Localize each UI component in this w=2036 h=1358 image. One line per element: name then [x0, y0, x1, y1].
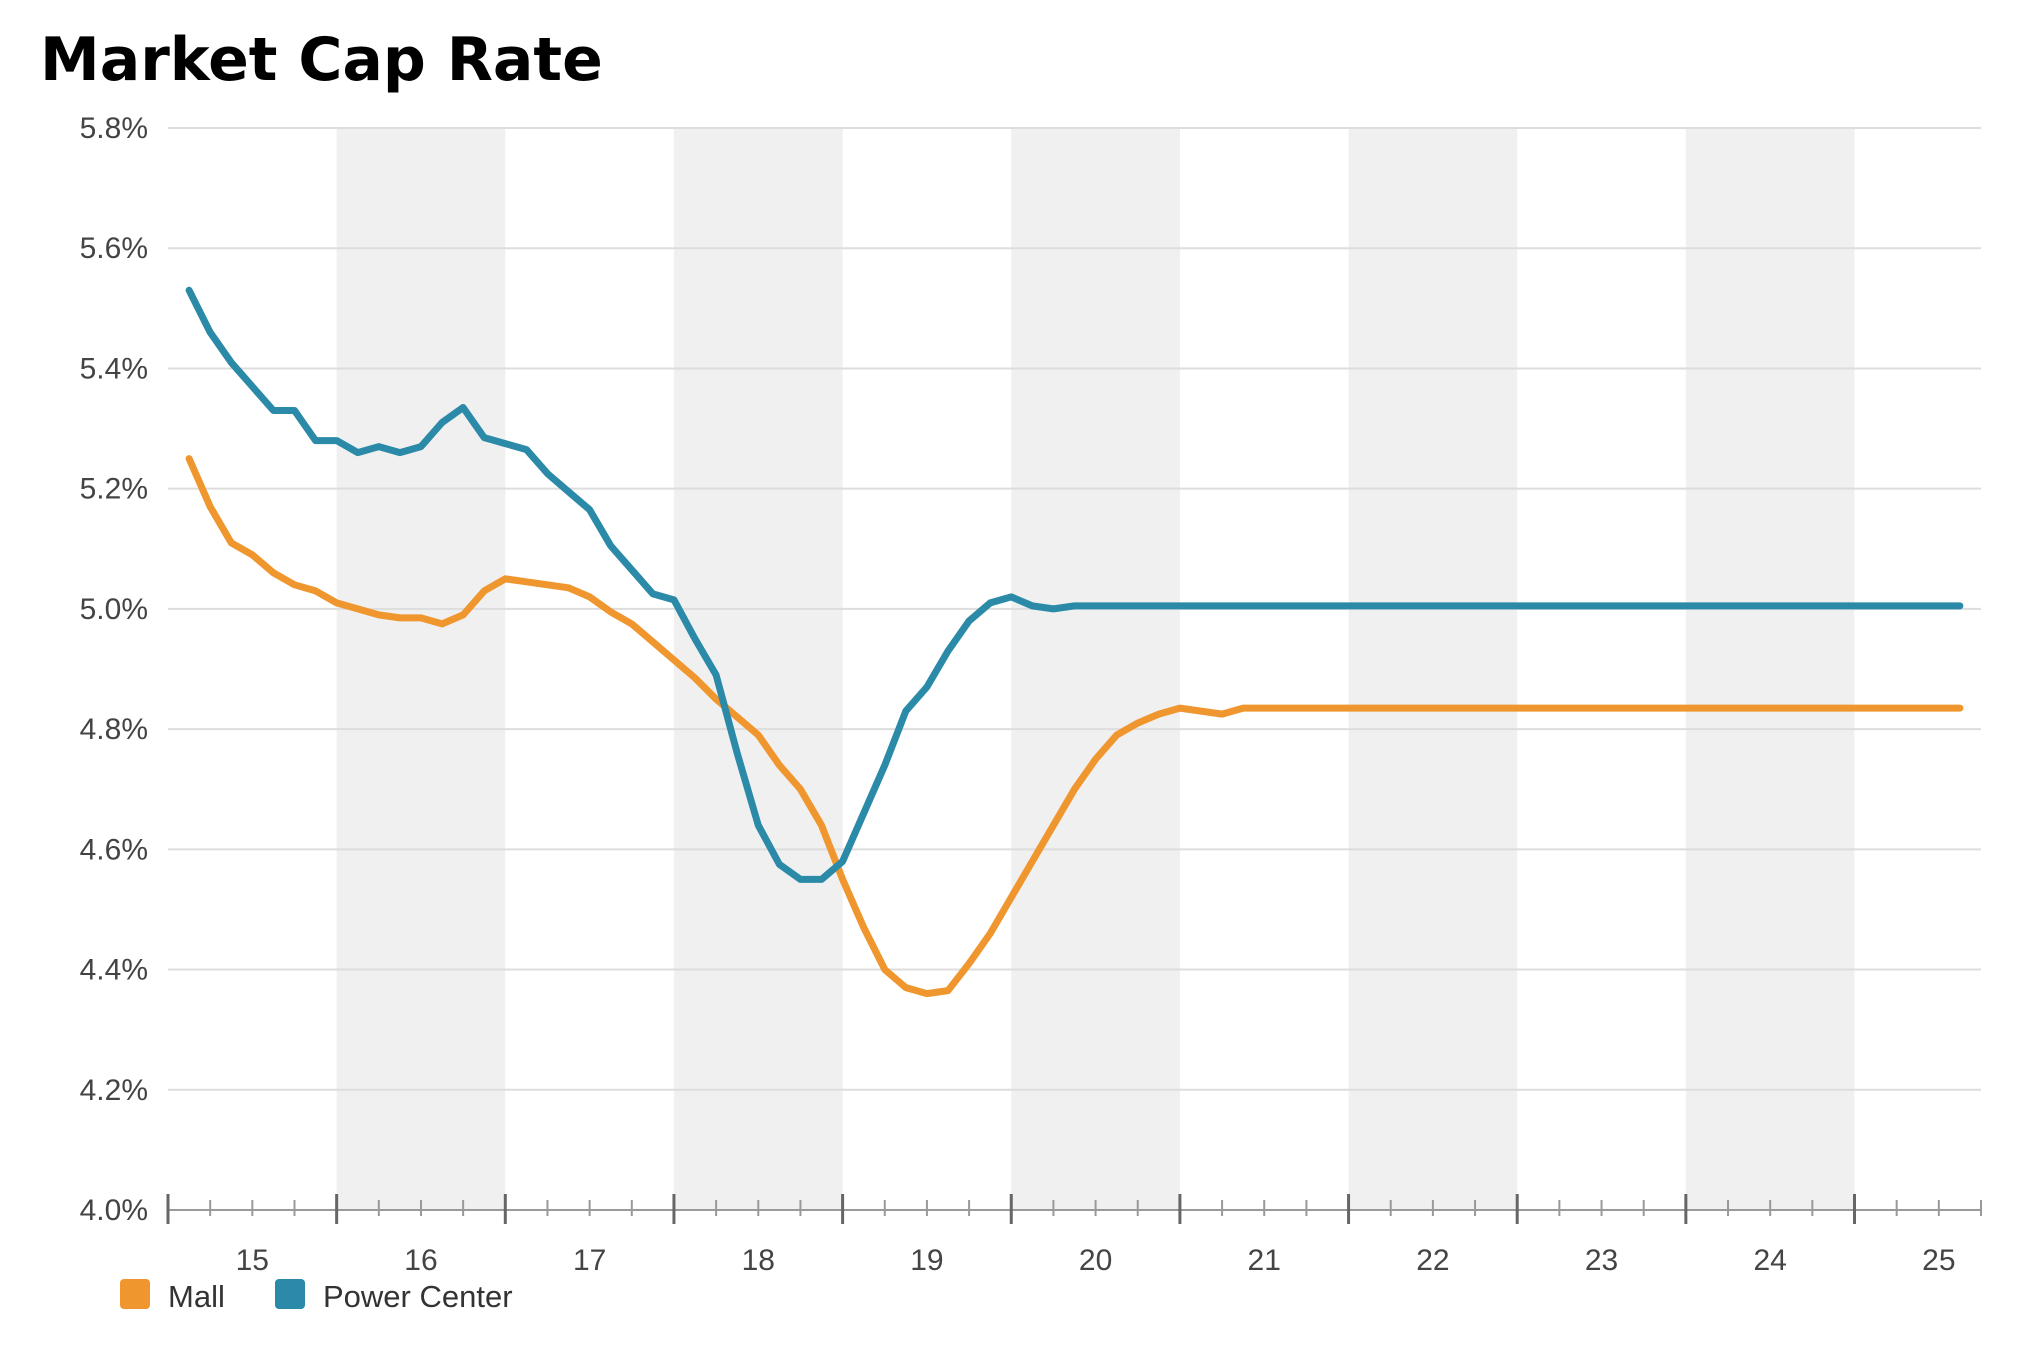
year-shading-bands — [336, 128, 1855, 1210]
y-tick-label: 5.8% — [80, 112, 148, 145]
y-tick-label: 4.2% — [80, 1074, 148, 1107]
x-tick-label: 18 — [742, 1244, 775, 1277]
x-tick-label: 17 — [573, 1244, 606, 1277]
x-tick-label: 15 — [236, 1244, 269, 1277]
shade-band-20 — [1011, 128, 1180, 1210]
legend-label: Power Center — [323, 1279, 513, 1314]
y-tick-label: 4.4% — [80, 954, 148, 987]
series-line-mall — [185, 455, 1964, 998]
shade-band-18 — [673, 128, 843, 1210]
series-line-power-center — [185, 286, 1964, 883]
shade-band-22 — [1348, 128, 1518, 1210]
legend-swatch — [120, 1279, 150, 1309]
legend-item-mall: Mall — [120, 1279, 225, 1314]
x-tick-label: 20 — [1079, 1244, 1112, 1277]
series-lines — [185, 286, 1964, 998]
x-tick-label: 16 — [404, 1244, 437, 1277]
x-tick-label: 24 — [1753, 1244, 1786, 1277]
legend-swatch — [275, 1279, 305, 1309]
x-tick-label: 23 — [1585, 1244, 1618, 1277]
x-tick-label: 19 — [910, 1244, 943, 1277]
y-axis-ticks: 5.8% 5.6% 5.4% 5.2% 5.0% 4.8% 4.6% 4.4% 4.2% 4.0% — [80, 112, 148, 1227]
y-tick-label: 5.2% — [80, 473, 148, 506]
chart-title: Market Cap Rate — [40, 25, 603, 95]
y-tick-label: 5.4% — [80, 352, 148, 385]
legend: Mall Power Center — [120, 1279, 513, 1314]
x-tick-label: 22 — [1416, 1244, 1449, 1277]
x-axis: 15 16 17 18 19 20 21 22 23 24 25 — [166, 1194, 1982, 1277]
shade-band-24 — [1685, 128, 1855, 1210]
y-tick-label: 4.0% — [80, 1194, 148, 1227]
x-tick-label: 21 — [1248, 1244, 1281, 1277]
y-tick-label: 5.6% — [80, 232, 148, 265]
shade-band-16 — [336, 128, 506, 1210]
legend-label: Mall — [168, 1279, 225, 1314]
y-tick-label: 4.6% — [80, 833, 148, 866]
x-tick-label: 25 — [1922, 1244, 1955, 1277]
legend-item-power-center: Power Center — [275, 1279, 513, 1314]
y-tick-label: 4.8% — [80, 713, 148, 746]
y-tick-label: 5.0% — [80, 593, 148, 626]
